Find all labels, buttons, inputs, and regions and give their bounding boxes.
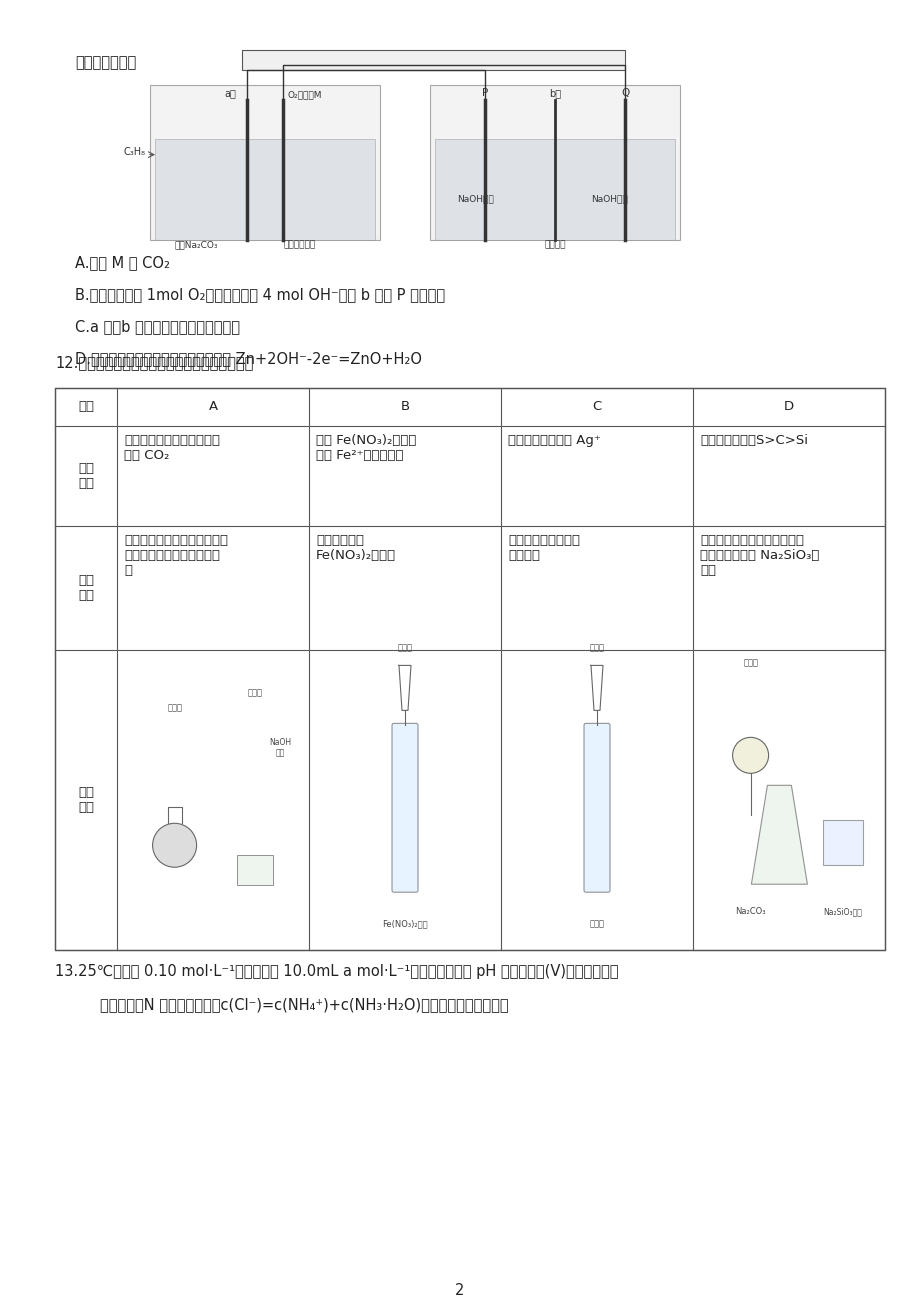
Text: A.物质 M 为 CO₂: A.物质 M 为 CO₂ bbox=[75, 255, 170, 270]
Text: 检验某溶液中含有 Ag⁺: 检验某溶液中含有 Ag⁺ bbox=[507, 434, 600, 447]
Text: 12.下列实验操作和所用装置能达到实验目的的是: 12.下列实验操作和所用装置能达到实验目的的是 bbox=[55, 354, 253, 370]
Text: 将稀硝酸滴入
Fe(NO₃)₂溶液中: 将稀硝酸滴入 Fe(NO₃)₂溶液中 bbox=[315, 534, 396, 561]
Text: 检验蔗糖与浓硫酸反应产物
中有 CO₂: 检验蔗糖与浓硫酸反应产物 中有 CO₂ bbox=[124, 434, 220, 462]
Circle shape bbox=[732, 737, 767, 773]
FancyBboxPatch shape bbox=[391, 724, 417, 892]
Text: Fe(NO₃)₂溶液: Fe(NO₃)₂溶液 bbox=[381, 919, 427, 928]
Text: 待检液: 待检液 bbox=[589, 919, 604, 928]
Text: C: C bbox=[592, 400, 601, 413]
Text: 比较非金属性：S>C>Si: 比较非金属性：S>C>Si bbox=[699, 434, 807, 447]
Bar bbox=[822, 820, 862, 866]
Text: C.a 膜、b 膜均适宜选择阴离子交换膜: C.a 膜、b 膜均适宜选择阴离子交换膜 bbox=[75, 319, 240, 333]
Text: 浓硫酸: 浓硫酸 bbox=[167, 703, 182, 712]
Text: 将浓硫酸滴入圆底烧瓶中，再
将生成的气体通入澄清石灰
水: 将浓硫酸滴入圆底烧瓶中，再 将生成的气体通入澄清石灰 水 bbox=[124, 534, 228, 577]
Bar bbox=[150, 85, 380, 240]
Text: 稀盐酸: 稀盐酸 bbox=[589, 643, 604, 652]
Text: NaOH
溶液: NaOH 溶液 bbox=[269, 738, 291, 758]
Text: 溶液Na₂CO₃: 溶液Na₂CO₃ bbox=[174, 241, 218, 250]
Text: 将稀硫酸滴入锥形瓶中，再将
生成的气体通入 Na₂SiO₃溶
液中: 将稀硫酸滴入锥形瓶中，再将 生成的气体通入 Na₂SiO₃溶 液中 bbox=[699, 534, 819, 577]
Text: O₂和物质M: O₂和物质M bbox=[288, 90, 323, 99]
Bar bbox=[55, 388, 884, 950]
Bar bbox=[237, 855, 273, 885]
Text: 实验
操作: 实验 操作 bbox=[78, 574, 94, 602]
Bar bbox=[429, 85, 679, 240]
Text: a膜: a膜 bbox=[224, 87, 236, 98]
Text: 丙烷燃料电池: 丙烷燃料电池 bbox=[283, 241, 315, 250]
Text: 示。已知：N 点溶液中存在：c(Cl⁻)=c(NH₄⁺)+c(NH₃·H₂O)。下列说法不正确的是: 示。已知：N 点溶液中存在：c(Cl⁻)=c(NH₄⁺)+c(NH₃·H₂O)。… bbox=[100, 997, 508, 1012]
Text: 所用
装置: 所用 装置 bbox=[78, 786, 94, 814]
Text: 向待检液中滴加足量
的稀盐酸: 向待检液中滴加足量 的稀盐酸 bbox=[507, 534, 579, 561]
Text: 证明 Fe(NO₃)₂溶液中
存在 Fe²⁺的水解平衡: 证明 Fe(NO₃)₂溶液中 存在 Fe²⁺的水解平衡 bbox=[315, 434, 416, 462]
FancyBboxPatch shape bbox=[584, 724, 609, 892]
Text: Q: Q bbox=[620, 87, 629, 98]
Text: Na₂CO₃: Na₂CO₃ bbox=[734, 907, 765, 917]
Polygon shape bbox=[751, 785, 807, 884]
Text: C₃H₈: C₃H₈ bbox=[123, 147, 145, 156]
Text: D: D bbox=[783, 400, 793, 413]
Text: P: P bbox=[482, 87, 488, 98]
Text: D.该装置中，锌蓄电池的负极反应式为 Zn+2OH⁻-2e⁻=ZnO+H₂O: D.该装置中，锌蓄电池的负极反应式为 Zn+2OH⁻-2e⁻=ZnO+H₂O bbox=[75, 350, 422, 366]
Text: b膜: b膜 bbox=[549, 87, 561, 98]
Text: 石灰水: 石灰水 bbox=[247, 689, 263, 698]
Bar bbox=[435, 139, 675, 240]
Text: 选项: 选项 bbox=[78, 400, 94, 413]
Text: 稀硫酸: 稀硫酸 bbox=[743, 659, 757, 668]
Bar bbox=[242, 49, 624, 70]
Text: NaOH溶液: NaOH溶液 bbox=[456, 194, 493, 203]
Text: 说法不正确的是: 说法不正确的是 bbox=[75, 55, 136, 70]
Text: A: A bbox=[209, 400, 217, 413]
Text: NaOH溶液: NaOH溶液 bbox=[591, 194, 628, 203]
Text: 锌蓄电池: 锌蓄电池 bbox=[544, 241, 565, 250]
Text: Na₂SiO₃溶液: Na₂SiO₃溶液 bbox=[823, 907, 861, 917]
Text: B: B bbox=[400, 400, 409, 413]
Circle shape bbox=[153, 823, 197, 867]
Text: 稀硝酸: 稀硝酸 bbox=[397, 643, 412, 652]
Text: 实验
目的: 实验 目的 bbox=[78, 462, 94, 490]
Text: B.燃料电池消耗 1mol O₂时，理论上有 4 mol OH⁻透过 b 膜向 P 电极移动: B.燃料电池消耗 1mol O₂时，理论上有 4 mol OH⁻透过 b 膜向 … bbox=[75, 286, 445, 302]
Text: 2: 2 bbox=[455, 1282, 464, 1298]
Text: 13.25℃时，用 0.10 mol·L⁻¹的氨水滴定 10.0mL a mol·L⁻¹的盐酸，溶液的 pH 与氨水体积(V)的关系如图所: 13.25℃时，用 0.10 mol·L⁻¹的氨水滴定 10.0mL a mol… bbox=[55, 965, 618, 979]
Bar bbox=[154, 139, 375, 240]
